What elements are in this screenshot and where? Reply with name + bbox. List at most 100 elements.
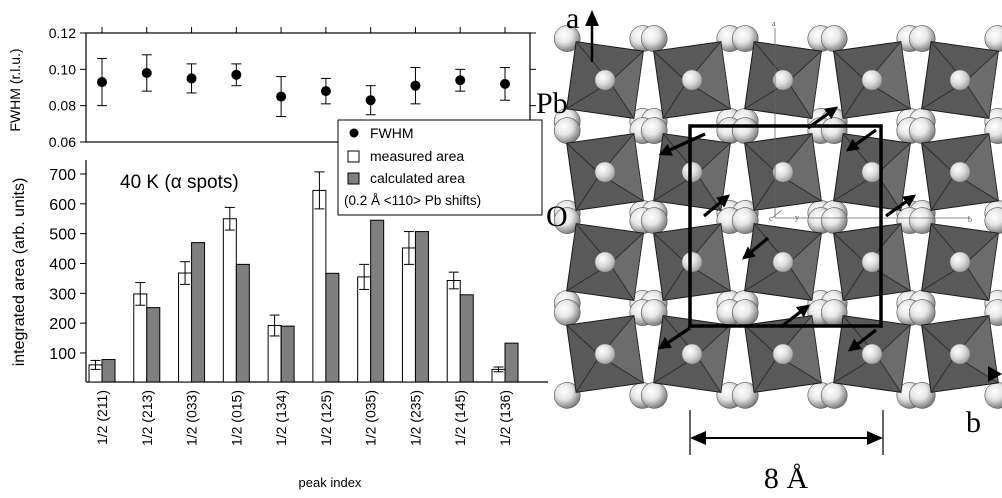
octahedron-edge (662, 81, 688, 119)
bar-calculated (459, 294, 474, 383)
oxygen-atom (731, 117, 759, 144)
fwhm-marker (410, 80, 421, 91)
area-y-tick-label: 100 (49, 346, 76, 363)
oxygen-atom (553, 117, 581, 144)
pb-shift-arrows (657, 106, 917, 352)
oxygen-atom (908, 117, 936, 144)
pb-atom (681, 161, 703, 183)
fwhm-marker (276, 91, 287, 102)
bar-group (222, 206, 250, 383)
area-y-tick-label: 500 (49, 227, 76, 244)
x-tick-label: 1/2 (235) (407, 390, 423, 446)
pb-atom (681, 251, 703, 273)
octahedron-facet (686, 222, 731, 292)
pb-atom (861, 161, 883, 183)
bar-calculated (414, 231, 429, 383)
oxygen-atom (640, 207, 668, 234)
bar-group (88, 359, 116, 383)
octahedron-facet (876, 324, 911, 394)
octahedron-edge (653, 232, 688, 265)
oxygen-atom (984, 25, 1002, 52)
pb-atom (681, 343, 703, 365)
legend: FWHM measured area calculated area (0.2 … (337, 119, 543, 216)
fwhm-y-tick-label: 0.12 (49, 25, 76, 41)
oxygen-atom (731, 25, 759, 52)
octahedron-edge (566, 142, 601, 175)
fwhm-point (231, 63, 242, 87)
octahedron-facet (787, 50, 822, 120)
oxygen-atom (820, 207, 848, 234)
x-tick-label: 1/2 (015) (228, 390, 244, 446)
octahedron-edge (930, 173, 956, 211)
pb-atom (772, 251, 794, 273)
octahedron-facet (876, 142, 911, 212)
shift-arrow (657, 326, 691, 350)
oxygen-atom (553, 382, 581, 409)
bar-group (267, 314, 295, 383)
fwhm-marker (141, 67, 152, 78)
octahedron-facet (609, 232, 644, 302)
legend-swatch-measured (347, 150, 360, 163)
axis-label-b: b (966, 406, 981, 439)
bar-group (312, 171, 340, 383)
pb-atom (594, 251, 616, 273)
fwhm-point (141, 54, 152, 92)
inset-axes (771, 28, 970, 219)
fwhm-marker (186, 73, 197, 84)
oxygen-atom (640, 117, 668, 144)
x-tick-label: 1/2 (213) (139, 390, 155, 446)
x-tick-label: 1/2 (134) (273, 390, 289, 446)
oxygen-atom (731, 299, 759, 326)
x-tick-label: 1/2 (145) (452, 390, 468, 446)
inset-label-y: y (795, 213, 799, 222)
octahedron-facet (866, 40, 911, 110)
octahedron-facet (964, 50, 999, 120)
oxygen-atom (553, 25, 581, 52)
shift-arrow (742, 236, 770, 260)
chart-title: 40 K (α spots) (120, 172, 239, 193)
x-tick-label: 1/2 (125) (318, 390, 334, 446)
x-tick-label: 1/2 (035) (363, 390, 379, 446)
fwhm-plot-frame (85, 32, 531, 143)
axis-label-a: a (566, 2, 579, 35)
area-y-tick-label: 200 (49, 316, 76, 333)
area-y-tick-label: 400 (49, 256, 76, 273)
pb-atom (772, 69, 794, 91)
bar-calculated (191, 242, 206, 383)
octahedron-facet (777, 132, 822, 202)
crystal-structure: a b c y a b Pb O (536, 2, 1002, 495)
pb-atom (949, 69, 971, 91)
fwhm-point (455, 68, 466, 92)
pb-atom (681, 69, 703, 91)
oxygen-atom (984, 382, 1002, 409)
dimension-label: 8 Å (764, 462, 809, 495)
legend-label-measured: measured area (370, 148, 464, 164)
area-x-tick-labels: 1/2 (211) 1/2 (213) 1/2 (033) 1/2 (015) 1/2 … (94, 390, 513, 446)
octahedron-facet (964, 232, 999, 302)
pb-atom (861, 69, 883, 91)
oxygen-atom (731, 207, 759, 234)
octahedron-edge (662, 263, 688, 301)
area-y-axis-label: integrated area (arb. units) (11, 178, 28, 367)
pb-atom (772, 161, 794, 183)
unit-cell (688, 124, 883, 328)
octahedron-edge (744, 142, 779, 175)
bar-group (133, 282, 161, 383)
shift-arrow (847, 328, 877, 352)
octahedron-facet (954, 132, 999, 202)
x-tick-label: 1/2 (136) (497, 390, 513, 446)
shift-arrow (658, 132, 706, 156)
inset-label-b: b (968, 215, 972, 224)
oxygen-atom (640, 299, 668, 326)
fwhm-marker (97, 77, 107, 88)
fwhm-marker (365, 95, 376, 106)
oxygen-atoms (553, 25, 1002, 409)
bar-calculated (504, 342, 519, 383)
shift-arrow (807, 106, 839, 130)
fwhm-point (365, 85, 376, 116)
fwhm-y-axis-label: FWHM (r.l.u.) (7, 48, 23, 131)
octahedron-facet (599, 132, 644, 202)
pb-atom (949, 343, 971, 365)
octahedron-edge (921, 142, 956, 175)
bar-calculated (280, 325, 295, 383)
